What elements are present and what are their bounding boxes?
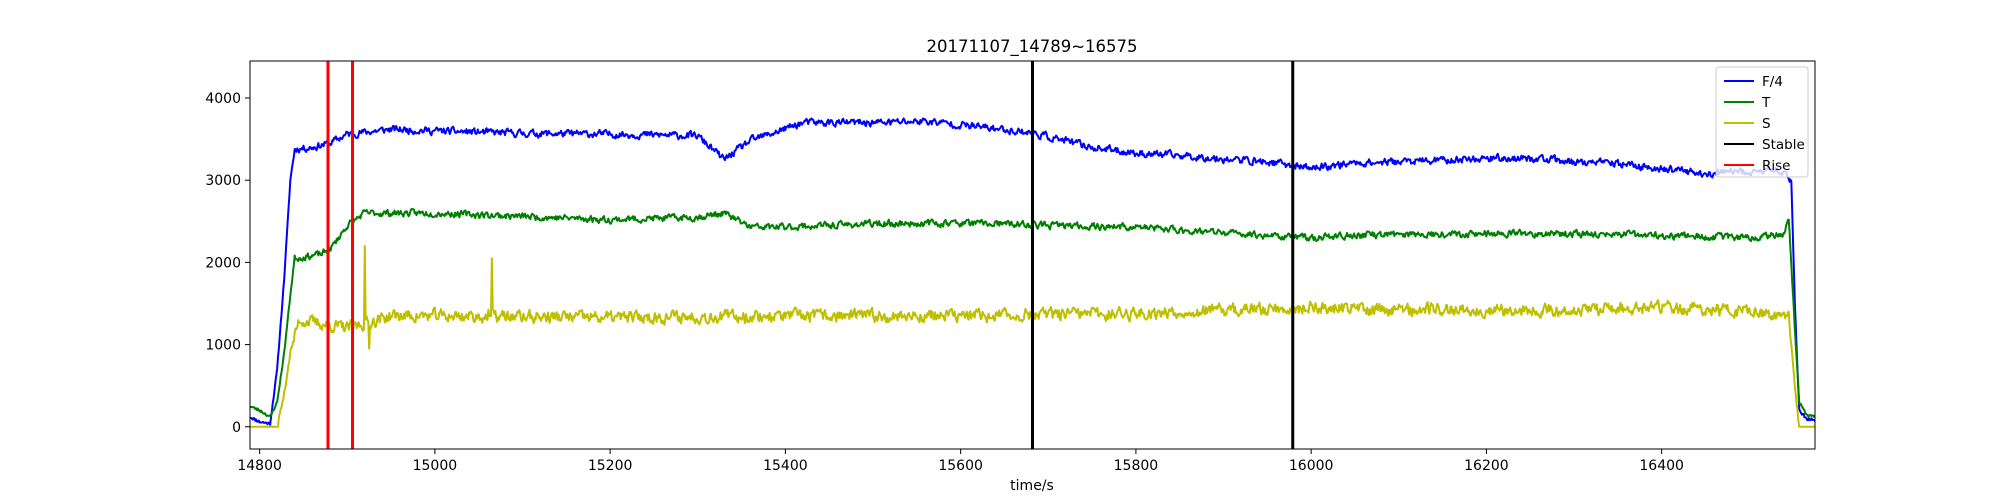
x-tick-label: 15600 — [938, 458, 983, 474]
y-tick-label: 0 — [232, 420, 241, 436]
legend-label: F/4 — [1762, 74, 1783, 90]
x-tick-label: 15800 — [1114, 458, 1159, 474]
legend-label: Rise — [1762, 158, 1790, 174]
x-tick-label: 14800 — [237, 458, 282, 474]
x-tick-label: 16400 — [1639, 458, 1684, 474]
x-tick-label: 16200 — [1464, 458, 1509, 474]
y-tick-label: 1000 — [205, 338, 241, 354]
plot-frame — [249, 60, 1816, 450]
plot-area — [249, 60, 1816, 450]
y-tick-label: 3000 — [205, 173, 241, 189]
legend-box — [1715, 66, 1809, 178]
x-tick-label: 15200 — [588, 458, 633, 474]
x-tick-label: 15000 — [413, 458, 458, 474]
x-tick-label: 15400 — [763, 458, 808, 474]
y-axis: 0 1000 2000 3000 4000 — [205, 91, 250, 436]
legend-label: S — [1762, 116, 1771, 132]
legend-label: Stable — [1762, 137, 1805, 153]
legend-label: T — [1761, 95, 1771, 111]
chart-title: 20171107_14789~16575 — [926, 37, 1137, 57]
marker-lines — [326, 61, 1295, 449]
x-axis-label: time/s — [1010, 478, 1054, 494]
x-tick-label: 16000 — [1289, 458, 1334, 474]
legend: F/4 TS Stable Rise — [1715, 66, 1809, 178]
y-tick-label: 2000 — [205, 255, 241, 271]
y-tick-label: 4000 — [205, 91, 241, 107]
x-axis: 14800 15000 15200 15400 15600 15800 16000 16200… — [237, 449, 1684, 474]
